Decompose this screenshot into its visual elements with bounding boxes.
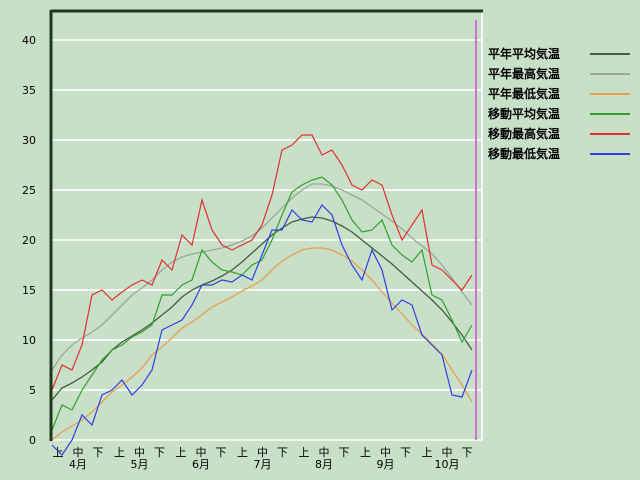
x-tick-label: 中 — [196, 446, 207, 459]
x-tick-label: 上 — [53, 446, 64, 459]
series-line-3 — [51, 176, 473, 431]
series-lines — [51, 134, 473, 456]
series-line-0 — [51, 216, 473, 401]
x-tick-label: 上 — [299, 446, 310, 459]
x-tick-label: 下 — [154, 446, 165, 459]
month-label: 5月 — [131, 458, 149, 471]
series-line-2 — [51, 247, 473, 441]
x-tick-label: 中 — [73, 446, 84, 459]
legend-label: 移動最低気温 — [488, 146, 560, 161]
y-tick-label: 30 — [22, 134, 36, 147]
series-line-4 — [51, 134, 473, 391]
x-tick-label: 下 — [400, 446, 411, 459]
y-tick-label: 0 — [29, 434, 36, 447]
legend-label: 移動最高気温 — [488, 126, 560, 141]
x-tick-label: 上 — [176, 446, 187, 459]
y-tick-label: 15 — [22, 284, 36, 297]
month-label: 10月 — [435, 458, 460, 471]
legend-label: 平年最低気温 — [488, 86, 560, 101]
y-tick-label: 25 — [22, 184, 36, 197]
x-tick-label: 下 — [339, 446, 350, 459]
x-tick-label: 中 — [442, 446, 453, 459]
x-axis-ticks: 上中下上中下上中下上中下上中下上中下上中下4月 5月 6月 7月 8月 9月 10月 — [53, 446, 473, 471]
month-label: 6月 — [192, 458, 210, 471]
x-tick-label: 下 — [216, 446, 227, 459]
x-tick-label: 下 — [462, 446, 473, 459]
y-tick-label: 20 — [22, 234, 36, 247]
x-tick-label: 上 — [360, 446, 371, 459]
month-label: 9月 — [377, 458, 395, 471]
x-tick-label: 上 — [114, 446, 125, 459]
x-tick-label: 中 — [134, 446, 145, 459]
month-label: 4月 — [69, 458, 87, 471]
x-tick-label: 中 — [257, 446, 268, 459]
series-line-1 — [51, 183, 473, 371]
legend-label: 平年平均気温 — [488, 46, 560, 61]
legend-label: 平年最高気温 — [488, 66, 560, 81]
y-tick-label: 5 — [29, 384, 36, 397]
x-tick-label: 下 — [277, 446, 288, 459]
grid — [52, 10, 483, 441]
month-label: 8月 — [315, 458, 333, 471]
y-tick-label: 40 — [22, 34, 36, 47]
x-tick-label: 上 — [422, 446, 433, 459]
month-label: 7月 — [254, 458, 272, 471]
x-tick-label: 下 — [93, 446, 104, 459]
series-line-5 — [51, 204, 473, 456]
y-tick-label: 10 — [22, 334, 36, 347]
y-axis-ticks: 0 5 10 15 20 25 30 35 40 — [22, 34, 36, 447]
x-tick-label: 上 — [237, 446, 248, 459]
legend-label: 移動平均気温 — [488, 106, 560, 121]
x-tick-label: 中 — [380, 446, 391, 459]
y-tick-label: 35 — [22, 84, 36, 97]
x-tick-label: 中 — [319, 446, 330, 459]
